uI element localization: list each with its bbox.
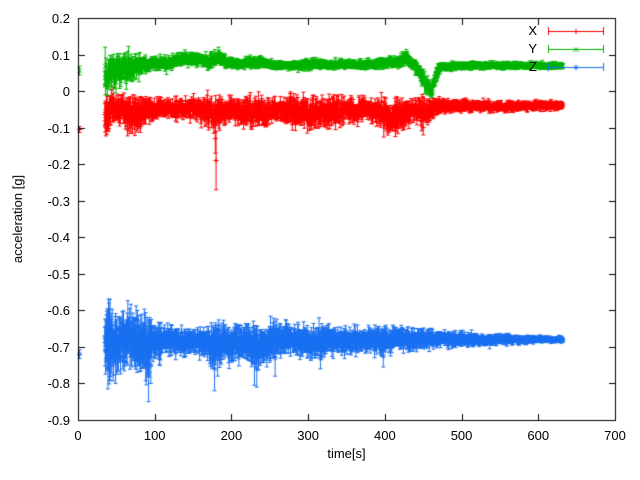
x-tick-label: 0: [74, 428, 82, 443]
x-axis-title: time[s]: [327, 446, 366, 461]
y-tick-label: -0.8: [47, 376, 70, 392]
x-tick-label: 300: [297, 428, 319, 443]
legend-label-y: Y: [528, 41, 537, 56]
legend-label-z: Z: [529, 59, 537, 74]
y-tick-label: 0.1: [51, 47, 70, 63]
x-tick-label: 600: [527, 428, 550, 443]
x-tick-label: 700: [604, 428, 626, 443]
y-tick-label: 0: [62, 84, 70, 100]
x-tick-label: 500: [450, 428, 473, 443]
legend-label-x: X: [528, 23, 537, 38]
y-tick-label: -0.5: [47, 266, 70, 282]
y-tick-label: -0.9: [47, 413, 70, 428]
y-tick-label: -0.4: [47, 230, 70, 246]
y-tick-label: -0.7: [47, 339, 70, 355]
y-tick-label: 0.2: [51, 11, 70, 26]
x-tick-label: 400: [373, 428, 396, 443]
y-tick-label: -0.6: [47, 303, 70, 319]
y-axis-title: acceleration [g]: [10, 174, 25, 264]
y-tick-label: -0.3: [47, 193, 70, 209]
y-tick-label: -0.2: [47, 157, 70, 173]
x-tick-label: 100: [143, 428, 166, 443]
x-tick-label: 200: [220, 428, 243, 443]
y-tick-label: -0.1: [47, 120, 70, 136]
